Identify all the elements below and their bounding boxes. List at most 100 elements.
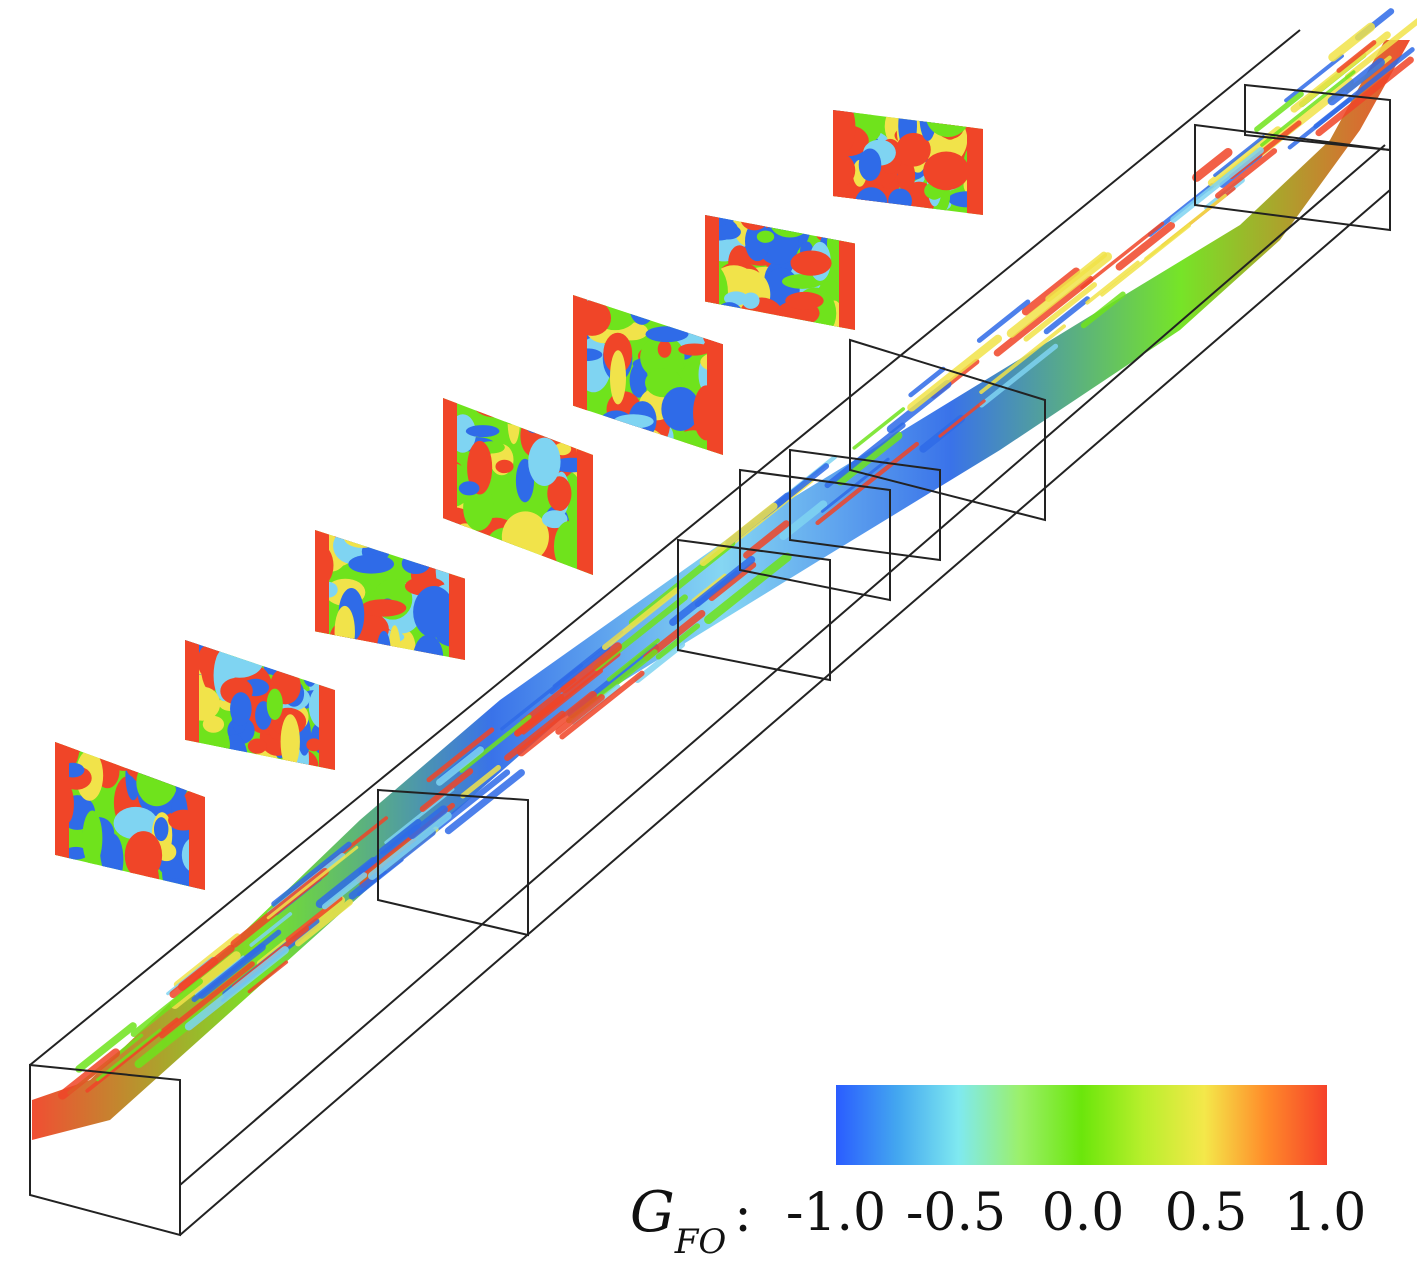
contour-streak <box>699 502 778 567</box>
tick-label-1-0: 1.0 <box>1283 1183 1367 1243</box>
contour-streak <box>368 811 452 880</box>
legend-variable-label: GFO: <box>630 1178 752 1262</box>
contour-streak <box>669 555 756 626</box>
cross-section-plane <box>55 742 205 890</box>
contour-streak <box>560 642 622 694</box>
tick-label-neg-0-5: -0.5 <box>905 1183 1007 1243</box>
section-frame-2 <box>677 538 831 682</box>
colorbar-gradient <box>836 1085 1327 1165</box>
contour-streak <box>249 912 293 947</box>
contour-strip <box>32 8 1417 1140</box>
contour-streak <box>285 895 343 943</box>
contour-streak <box>266 845 359 920</box>
contour-streak <box>1254 91 1304 133</box>
contour-streak <box>1006 252 1113 338</box>
contour-streak <box>184 946 289 1031</box>
contour-streak <box>384 787 455 845</box>
contour-streak <box>1328 22 1376 62</box>
contour-streak <box>691 573 727 603</box>
tick-label-0-0: 0.0 <box>1041 1183 1125 1243</box>
contour-streak <box>444 769 525 835</box>
tunnel-upper-edge <box>29 29 1301 1066</box>
tunnel-wireframe <box>29 29 1391 1237</box>
contour-streak <box>979 324 1066 395</box>
contour-streak <box>191 929 282 1003</box>
contour-streak <box>57 1048 121 1100</box>
strip-streaks <box>57 8 1417 1100</box>
tick-label-neg-1-0: -1.0 <box>785 1183 887 1243</box>
contour-streak <box>824 422 906 489</box>
contour-streak <box>938 399 986 438</box>
section-frame-5 <box>849 338 1046 522</box>
cross-section-plane <box>315 530 465 660</box>
cross-section-plane <box>443 398 593 575</box>
legend-variable-symbol: G <box>630 1180 675 1245</box>
cross-section-plane <box>573 295 723 455</box>
contour-streak <box>1115 221 1176 271</box>
contour-streak <box>852 407 906 450</box>
contour-streak <box>1260 70 1356 147</box>
legend-separator: : <box>734 1184 752 1244</box>
contour-streak <box>1023 282 1097 342</box>
contour-streak <box>407 805 448 839</box>
contour-streak <box>459 714 532 773</box>
tick-label-0-5: 0.5 <box>1164 1183 1248 1243</box>
contour-streak <box>1085 260 1140 305</box>
contour-streak <box>1284 54 1344 103</box>
section-frame-4 <box>789 448 941 562</box>
contour-streak <box>504 710 566 761</box>
legend-variable-subscript: FO <box>674 1222 727 1262</box>
contour-streak <box>1021 267 1081 316</box>
contour-streak <box>979 343 1059 408</box>
contour-streak <box>295 899 353 947</box>
inlet-frame <box>29 1063 181 1237</box>
contour-streak <box>500 663 584 731</box>
contour-streak <box>704 552 792 625</box>
section-frame-6 <box>1194 123 1391 232</box>
contour-streak <box>96 1028 162 1082</box>
colorbar <box>836 1085 1327 1165</box>
contour-streak <box>247 960 289 994</box>
contour-streak <box>559 670 645 740</box>
contour-streak <box>549 644 611 695</box>
contour-streak <box>1192 147 1233 182</box>
contour-streak <box>1213 134 1266 177</box>
contour-streak <box>516 691 597 757</box>
contour-streak <box>555 694 605 735</box>
contour-streak <box>159 961 255 1039</box>
contour-streak <box>75 1022 137 1073</box>
contour-streak <box>993 275 1094 357</box>
section-frame-7 <box>1244 83 1391 152</box>
contour-streak <box>1336 40 1377 73</box>
contour-streak <box>378 819 422 855</box>
section-frame-1 <box>377 788 529 937</box>
contour-streak <box>130 978 203 1038</box>
contour-streak <box>1170 147 1264 223</box>
contour-streak <box>419 768 474 812</box>
contour-streak <box>178 957 219 991</box>
contour-streak <box>85 1017 179 1093</box>
contour-streak <box>1080 221 1165 290</box>
contour-streak <box>521 668 604 735</box>
contour-streak <box>426 727 495 783</box>
cross-section-plane <box>705 215 855 330</box>
contour-streak <box>1100 223 1191 297</box>
contour-streak <box>908 366 946 398</box>
tunnel-lower-edge <box>179 144 1386 1186</box>
contour-streak <box>602 587 680 650</box>
contour-streak <box>815 441 919 526</box>
section-frame-3 <box>739 468 891 602</box>
contour-streak <box>271 841 352 907</box>
contour-streak <box>1215 148 1278 199</box>
contour-streak <box>1043 296 1091 335</box>
contour-streak <box>460 764 501 799</box>
contour-streak <box>886 380 952 434</box>
contour-streak <box>836 431 903 486</box>
contour-streak <box>315 857 378 909</box>
contour-streak <box>634 641 686 684</box>
contour-streak <box>1080 291 1126 329</box>
contour-streak <box>1313 47 1415 129</box>
contour-streak <box>436 746 484 786</box>
